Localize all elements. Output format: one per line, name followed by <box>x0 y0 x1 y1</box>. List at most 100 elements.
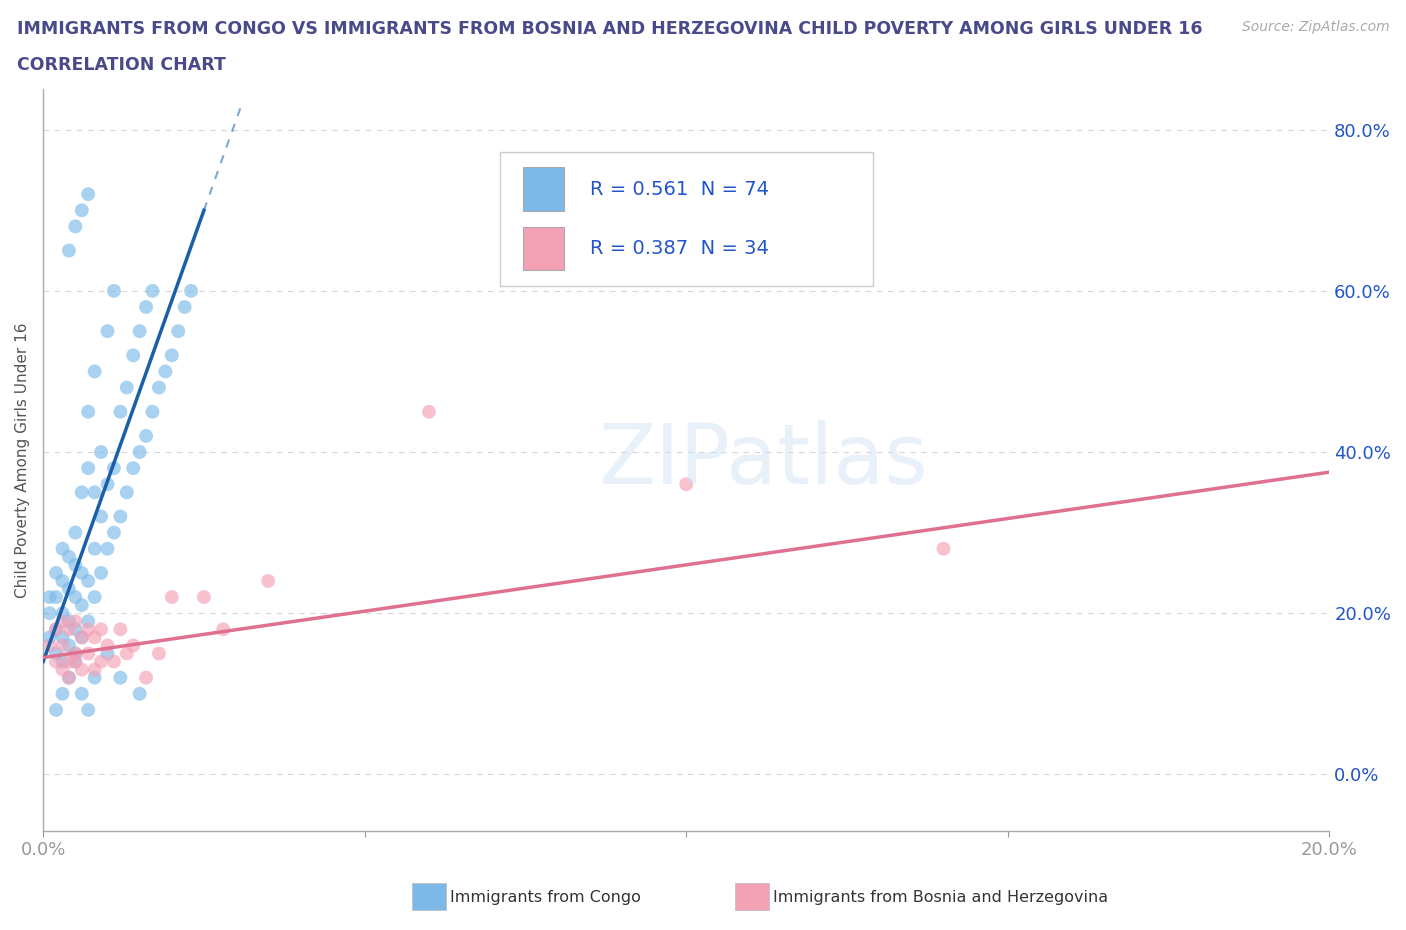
Point <box>418 405 440 419</box>
Point <box>141 405 163 419</box>
FancyBboxPatch shape <box>523 227 564 271</box>
Point <box>38 605 60 620</box>
Point <box>122 460 145 475</box>
Point <box>38 630 60 644</box>
Point <box>58 581 80 596</box>
FancyBboxPatch shape <box>523 167 564 211</box>
Point <box>83 364 105 379</box>
Point <box>58 671 80 685</box>
Point <box>193 590 215 604</box>
Point <box>51 614 73 629</box>
Point <box>65 646 87 661</box>
Y-axis label: Child Poverty Among Girls Under 16: Child Poverty Among Girls Under 16 <box>15 323 30 598</box>
Point <box>70 485 93 499</box>
Point <box>58 654 80 669</box>
Point <box>122 348 145 363</box>
Point <box>83 590 105 604</box>
Point <box>110 405 132 419</box>
Point <box>45 646 67 661</box>
Point <box>115 646 138 661</box>
Point <box>110 671 132 685</box>
Point <box>58 671 80 685</box>
Point <box>77 187 100 202</box>
Point <box>70 686 93 701</box>
Point <box>77 614 100 629</box>
Point <box>45 654 67 669</box>
Point <box>58 622 80 637</box>
Point <box>45 590 67 604</box>
Point <box>70 630 93 644</box>
Point <box>51 662 73 677</box>
Point <box>110 622 132 637</box>
Point <box>51 686 73 701</box>
Point <box>45 702 67 717</box>
Point <box>83 671 105 685</box>
Point <box>180 284 202 299</box>
Point <box>160 590 183 604</box>
Point <box>70 598 93 613</box>
Point <box>96 477 118 492</box>
Point <box>90 565 112 580</box>
Point <box>58 243 80 258</box>
Text: CORRELATION CHART: CORRELATION CHART <box>17 56 226 73</box>
Text: Source: ZipAtlas.com: Source: ZipAtlas.com <box>1241 20 1389 34</box>
Point <box>148 380 170 395</box>
Point <box>38 590 60 604</box>
Point <box>115 380 138 395</box>
Point <box>77 702 100 717</box>
Point <box>70 203 93 218</box>
Point <box>675 477 697 492</box>
Point <box>167 324 190 339</box>
Point <box>90 445 112 459</box>
Point <box>70 630 93 644</box>
Point <box>65 654 87 669</box>
Point <box>77 405 100 419</box>
Point <box>90 654 112 669</box>
Point <box>128 686 150 701</box>
Text: Immigrants from Congo: Immigrants from Congo <box>450 890 641 905</box>
Point <box>83 662 105 677</box>
Point <box>51 654 73 669</box>
Point <box>96 324 118 339</box>
Point <box>257 574 280 589</box>
Text: IMMIGRANTS FROM CONGO VS IMMIGRANTS FROM BOSNIA AND HERZEGOVINA CHILD POVERTY AM: IMMIGRANTS FROM CONGO VS IMMIGRANTS FROM… <box>17 20 1202 38</box>
Point <box>51 638 73 653</box>
Point <box>65 590 87 604</box>
Point <box>122 638 145 653</box>
Point <box>77 646 100 661</box>
Point <box>96 646 118 661</box>
Point <box>135 671 157 685</box>
Point <box>83 541 105 556</box>
Point <box>83 630 105 644</box>
Point <box>65 622 87 637</box>
Point <box>51 541 73 556</box>
Point <box>932 541 955 556</box>
Point <box>70 565 93 580</box>
Text: ZIPatlas: ZIPatlas <box>599 419 928 500</box>
Point <box>65 654 87 669</box>
Point <box>103 654 125 669</box>
Point <box>128 324 150 339</box>
Point <box>135 299 157 314</box>
Point <box>103 284 125 299</box>
Point <box>141 284 163 299</box>
Point <box>160 348 183 363</box>
Text: R = 0.561  N = 74: R = 0.561 N = 74 <box>589 180 769 199</box>
FancyBboxPatch shape <box>499 153 873 286</box>
Point <box>77 622 100 637</box>
Point <box>51 630 73 644</box>
Point <box>65 614 87 629</box>
Point <box>58 550 80 565</box>
Point <box>212 622 235 637</box>
Point <box>65 525 87 540</box>
Point <box>38 638 60 653</box>
Point <box>51 605 73 620</box>
Point <box>173 299 195 314</box>
Point <box>45 622 67 637</box>
Point <box>45 565 67 580</box>
Point <box>155 364 177 379</box>
Point <box>90 622 112 637</box>
Point <box>135 429 157 444</box>
Point <box>58 638 80 653</box>
Point <box>77 574 100 589</box>
